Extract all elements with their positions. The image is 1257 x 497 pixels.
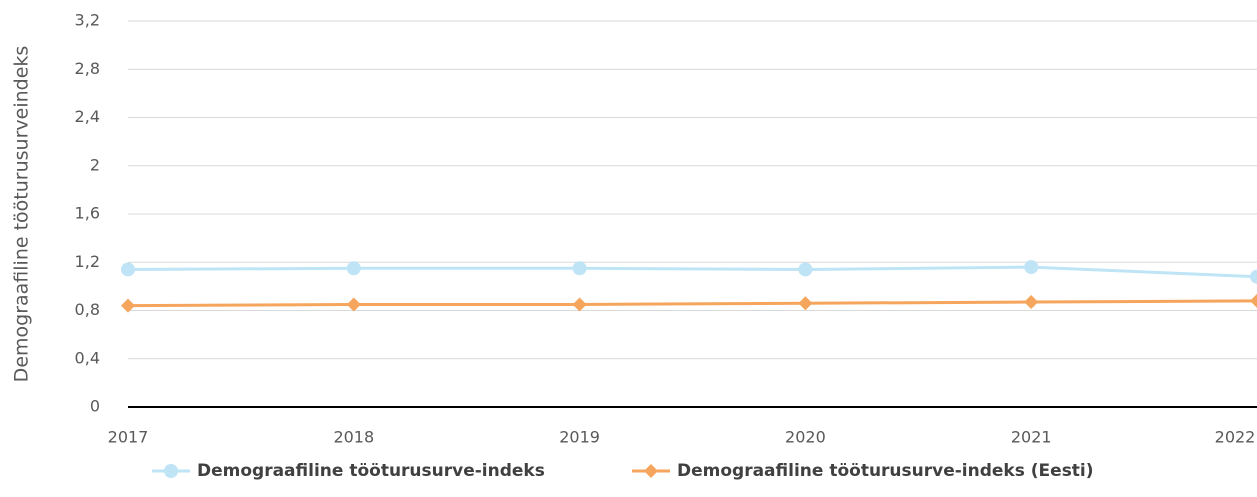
x-tick-label: 2021 (1011, 428, 1052, 447)
point (798, 296, 813, 311)
x-tick-label: 2019 (559, 428, 600, 447)
y-tick-label: 0 (90, 397, 100, 416)
y-tick-label: 2 (90, 155, 100, 174)
legend-text: Demograafiline tööturusurve-indeks (Eest… (677, 461, 1094, 481)
point (1024, 260, 1039, 275)
x-tick-label: 2020 (785, 428, 826, 447)
point (1250, 293, 1257, 308)
series-line (127, 299, 1257, 308)
point (644, 464, 658, 478)
x-tick-label: 2022 (1215, 428, 1256, 447)
point (346, 261, 361, 276)
y-tick-label: 3,2 (75, 11, 100, 30)
legend-text: Demograafiline tööturusurve-indeks (197, 461, 545, 481)
y-tick-label: 0,4 (75, 348, 100, 367)
y-tick-label: 1,6 (75, 204, 100, 223)
point (572, 297, 587, 312)
y-tick-label: 2,8 (75, 59, 100, 78)
point (121, 262, 135, 277)
x-tick-label: 2018 (333, 428, 374, 447)
series-line (127, 265, 1257, 279)
x-tick-label: 2017 (108, 428, 149, 447)
point (798, 262, 813, 277)
y-tick-label: 1,2 (75, 252, 100, 271)
y-axis-label: Demograafiline tööturusurveindeks (11, 46, 33, 383)
point (346, 297, 361, 312)
y-tick-label: 2,4 (75, 107, 100, 126)
point (572, 261, 587, 276)
point (1024, 295, 1039, 310)
point (121, 298, 135, 313)
point (164, 464, 178, 478)
y-tick-label: 0,8 (75, 300, 100, 319)
point (1250, 269, 1257, 284)
